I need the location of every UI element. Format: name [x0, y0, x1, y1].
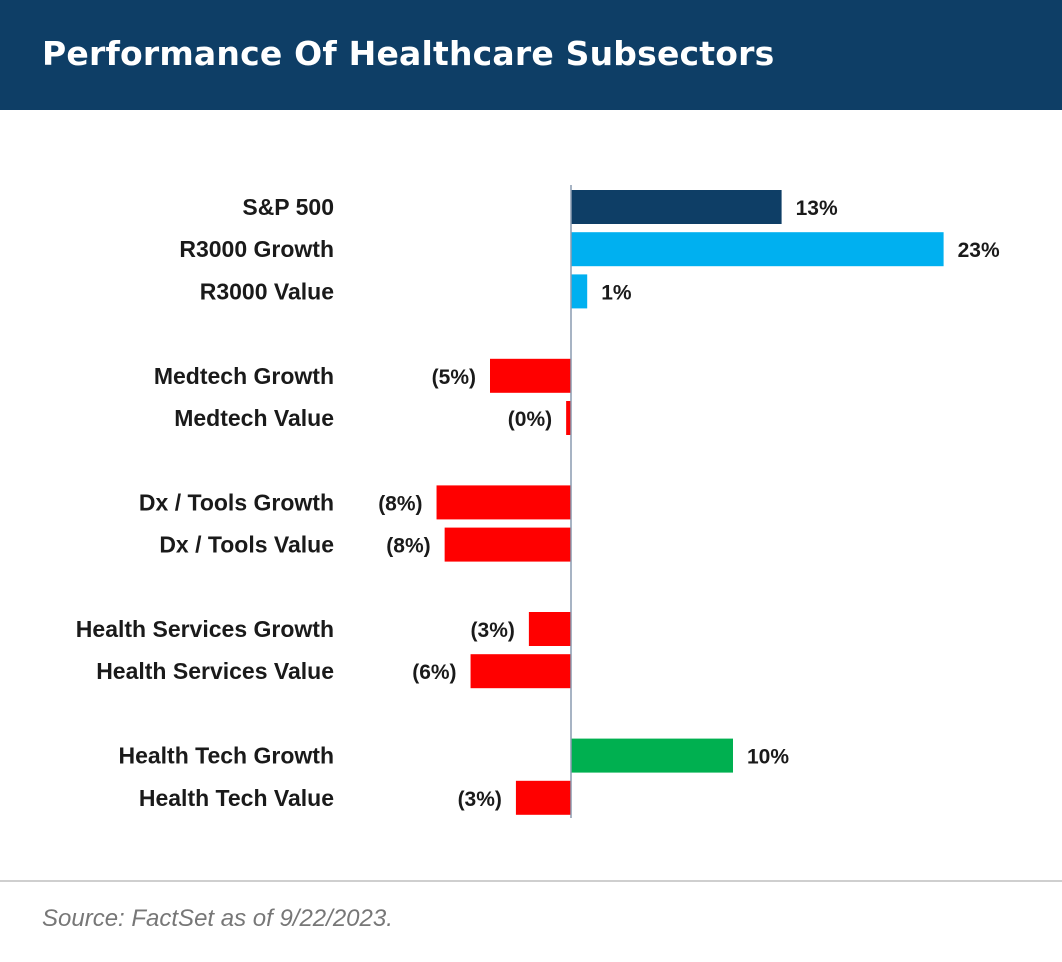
category-label: Dx / Tools Value — [159, 532, 334, 558]
bar — [566, 401, 571, 435]
category-label: Medtech Value — [174, 405, 334, 431]
bar — [436, 485, 571, 520]
value-label: 23% — [958, 239, 1000, 262]
bar — [571, 232, 944, 267]
value-label: 10% — [747, 746, 789, 769]
source-note: Source: FactSet as of 9/22/2023. — [42, 905, 393, 932]
value-label: 13% — [796, 197, 838, 220]
value-label: (8%) — [378, 492, 422, 515]
bar — [528, 612, 571, 646]
value-label: 1% — [601, 281, 632, 304]
category-label: R3000 Value — [200, 278, 334, 304]
bar — [490, 358, 571, 393]
chart-title: Performance Of Healthcare Subsectors — [42, 34, 775, 73]
bar — [571, 190, 782, 224]
category-label: R3000 Growth — [179, 236, 334, 262]
header-bar: Performance Of Healthcare Subsectors — [0, 0, 1062, 110]
footer-divider — [0, 880, 1062, 882]
bar — [470, 654, 571, 689]
value-label: (6%) — [412, 661, 456, 684]
value-label: (3%) — [471, 619, 515, 642]
bar — [515, 780, 571, 815]
value-label: (3%) — [458, 788, 502, 811]
category-label: Health Tech Value — [139, 785, 334, 811]
category-label: Health Tech Growth — [118, 743, 334, 769]
bar — [444, 527, 571, 562]
category-label: Health Services Value — [96, 658, 334, 684]
value-label: (0%) — [508, 408, 552, 431]
category-label: S&P 500 — [242, 194, 334, 220]
bar — [571, 738, 733, 773]
value-label: (5%) — [432, 366, 476, 389]
category-label: Dx / Tools Growth — [139, 489, 334, 515]
value-label: (8%) — [386, 535, 430, 558]
category-label: Medtech Growth — [154, 363, 334, 389]
bar-chart: S&P 500 13% R3000 Growth 23% R3000 Value 1% Me… — [76, 185, 1000, 818]
bar — [571, 274, 588, 309]
category-label: Health Services Growth — [76, 616, 334, 642]
